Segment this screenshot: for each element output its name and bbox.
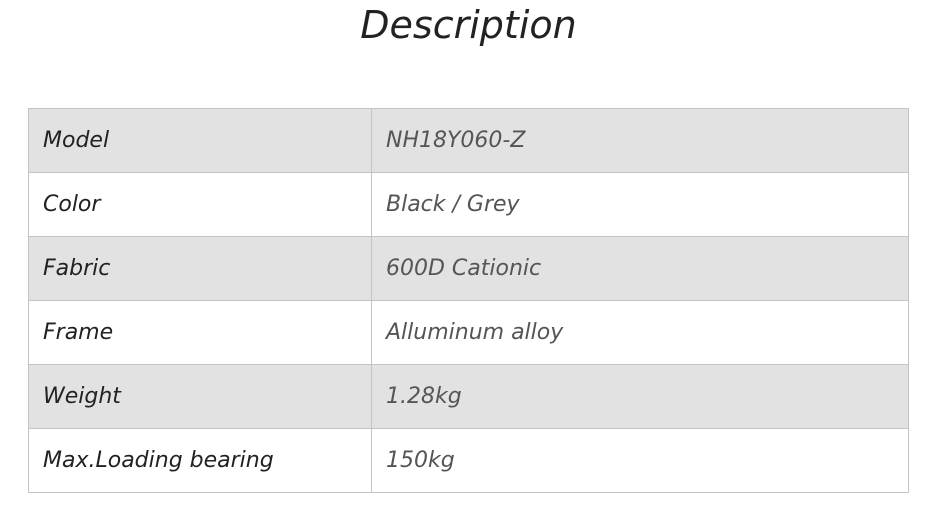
spec-value: 150kg	[371, 428, 909, 493]
spec-label: Max.Loading bearing	[28, 428, 372, 493]
table-row: Max.Loading bearing 150kg	[28, 428, 909, 493]
spec-table: Model NH18Y060-Z Color Black / Grey Fabric 60…	[28, 108, 909, 493]
spec-value: Alluminum alloy	[371, 300, 909, 365]
spec-label: Model	[28, 108, 372, 173]
spec-label: Weight	[28, 364, 372, 429]
page-title: Description	[360, 3, 577, 47]
table-row: Color Black / Grey	[28, 172, 909, 237]
spec-value: 600D Cationic	[371, 236, 909, 301]
spec-label: Color	[28, 172, 372, 237]
table-row: Fabric 600D Cationic	[28, 236, 909, 301]
spec-value: Black / Grey	[371, 172, 909, 237]
spec-value: NH18Y060-Z	[371, 108, 909, 173]
table-row: Model NH18Y060-Z	[28, 108, 909, 173]
spec-value: 1.28kg	[371, 364, 909, 429]
spec-label: Frame	[28, 300, 372, 365]
table-row: Frame Alluminum alloy	[28, 300, 909, 365]
spec-label: Fabric	[28, 236, 372, 301]
table-row: Weight 1.28kg	[28, 364, 909, 429]
